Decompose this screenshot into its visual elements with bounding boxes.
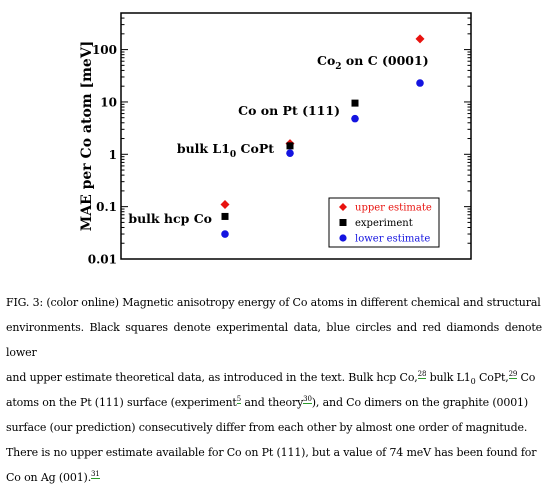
legend-marker-square [339, 219, 347, 226]
category-label: bulk L10 CoPt [177, 141, 274, 160]
y-tick-label: 10 [100, 95, 117, 109]
legend-label: lower estimate [355, 234, 430, 245]
caption-line: FIG. 3: (color online) Magnetic anisotro… [6, 296, 541, 309]
data-point-lower-estimate [221, 230, 229, 238]
caption-line: surface (our prediction) consecutively d… [6, 421, 528, 434]
category-label: bulk hcp Co [128, 211, 212, 226]
reference-link[interactable]: 31 [91, 470, 100, 480]
caption-line: atoms on the Pt (111) surface (experimen… [6, 395, 529, 409]
category-label: Co2 on C (0001) [317, 53, 429, 72]
chart: 0.01 0.1 1 10 100 MAE per Co atom [meV] bulk… [79, 12, 472, 267]
category-label: Co on Pt (111) [238, 103, 340, 118]
y-tick-label: 100 [92, 43, 117, 57]
caption-line: environments. Black squares denote exper… [6, 321, 542, 359]
data-point-experiment [351, 99, 359, 107]
y-tick-label: 0.01 [88, 253, 117, 267]
legend-label: upper estimate [355, 203, 432, 214]
caption-line: Co on Ag (001).31 [6, 470, 100, 484]
reference-link[interactable]: 28 [417, 370, 427, 380]
legend-marker-circle [339, 234, 347, 242]
reference-link[interactable]: 5 [236, 395, 242, 405]
y-axis-label: MAE per Co atom [meV] [79, 41, 95, 232]
legend-label: experiment [355, 218, 413, 229]
category-labels: bulk hcp Co bulk L10 CoPt Co on Pt (111) Co… [128, 53, 428, 226]
data-point-lower-estimate [351, 114, 359, 123]
data-point-lower-estimate [286, 149, 294, 157]
data-point-upper-estimate [220, 199, 230, 209]
data-point-experiment [286, 142, 294, 150]
plot-frame [120, 12, 472, 260]
data-points [220, 34, 425, 238]
data-point-experiment [221, 212, 229, 220]
y-tick-label: 1 [109, 148, 117, 162]
y-tick-label: 0.1 [96, 200, 117, 214]
figure-caption: FIG. 3: (color online) Magnetic anisotro… [6, 290, 542, 490]
legend: upper estimate experiment lower estimate [328, 197, 440, 248]
data-point-lower-estimate [416, 79, 424, 87]
caption-line: and upper estimate theoretical data, as … [6, 370, 536, 387]
legend-box [328, 197, 440, 248]
reference-link[interactable]: 30 [303, 395, 312, 405]
reference-link[interactable]: 29 [508, 370, 518, 380]
y-tick-labels: 0.01 0.1 1 10 100 [88, 43, 117, 266]
legend-marker-diamond [339, 203, 347, 211]
data-point-upper-estimate [415, 34, 425, 44]
